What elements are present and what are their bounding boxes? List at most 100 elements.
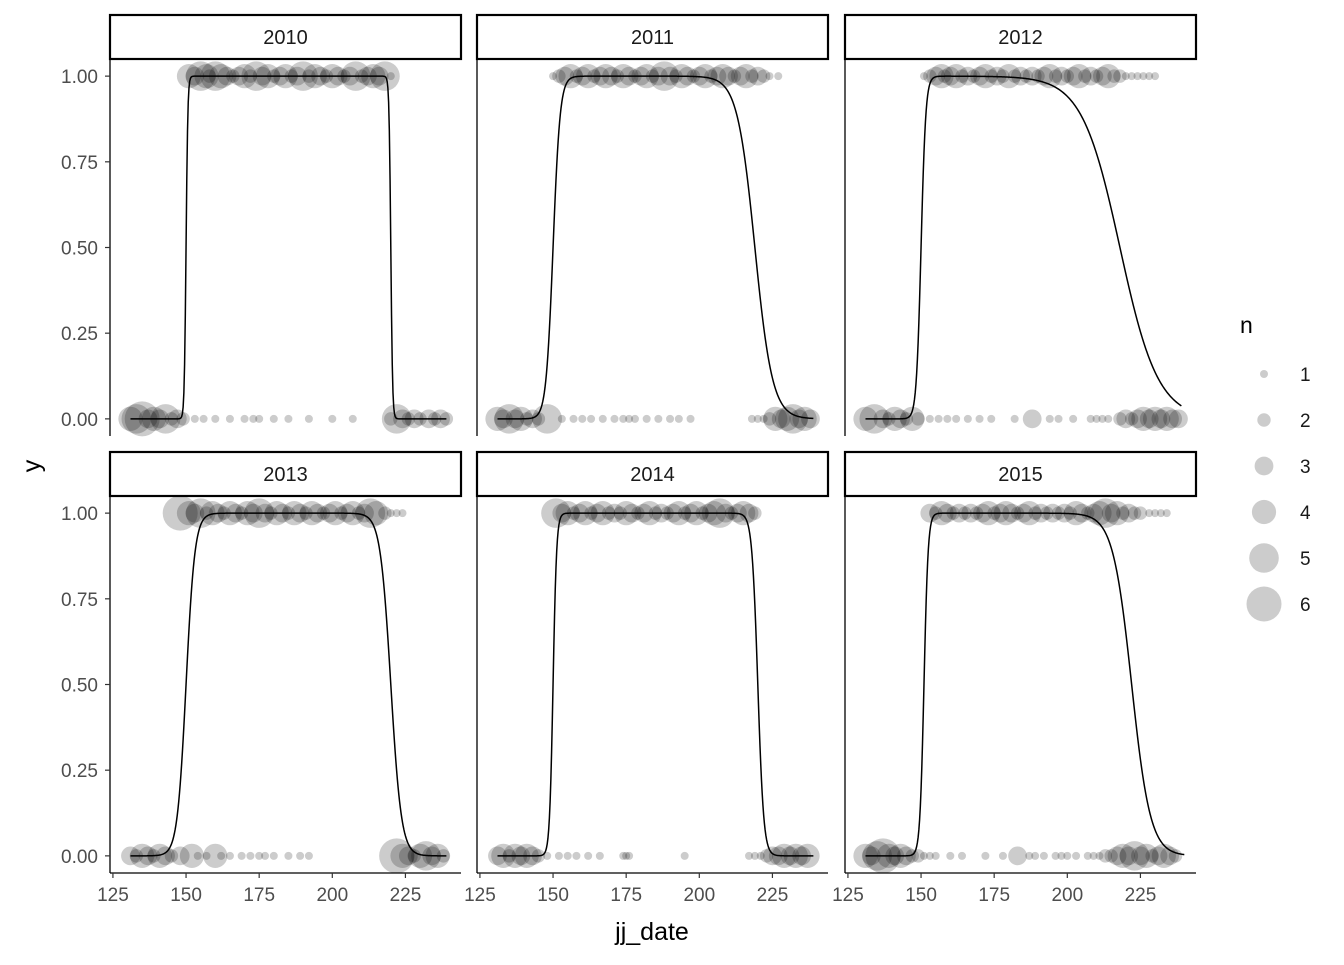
legend-title: n	[1240, 312, 1253, 338]
facet-2014-point	[759, 849, 774, 863]
facet-2015-strip-label: 2015	[998, 464, 1043, 486]
legend-key-2	[1257, 413, 1271, 427]
facet-2012-point	[1093, 66, 1112, 86]
facet-2012-point	[996, 64, 1021, 89]
facet-2015-x-tick-label: 175	[978, 885, 1010, 906]
facet-2015-point	[925, 851, 934, 860]
facet-2013-y-tick-label: 0.75	[61, 590, 98, 611]
facet-2010-point	[304, 414, 313, 423]
facet-2014-point	[563, 851, 572, 860]
facet-2015-x-tick-label: 125	[832, 885, 864, 906]
facet-2015-point	[1107, 846, 1127, 866]
facet-2013-point	[379, 838, 415, 874]
facet-2011-point	[730, 66, 750, 86]
facet-2014-x-tick-label: 225	[757, 885, 789, 906]
facet-2012-point	[1022, 409, 1042, 429]
facet-2013-point	[378, 506, 392, 520]
facet-2010-point	[255, 414, 264, 423]
facet-2013-fitted-curve	[130, 512, 447, 857]
facet-2013-point	[225, 851, 234, 860]
facet-2011-fitted-curve	[497, 75, 814, 420]
facet-2012-point	[925, 414, 934, 423]
facet-2013-y-tick-label: 0.25	[61, 761, 98, 782]
facet-2013-point	[246, 851, 255, 860]
legend-label-2: 2	[1300, 411, 1311, 432]
facet-2015-point	[1039, 851, 1048, 860]
y-axis-title: y	[18, 459, 46, 472]
facet-2011-point	[771, 409, 791, 429]
facet-2013-point	[304, 851, 313, 860]
facet-2012-point	[1124, 412, 1139, 426]
facet-2013-point	[156, 846, 175, 866]
facet-2011-point	[792, 406, 817, 431]
facet-2012-point	[1096, 64, 1121, 89]
legend-label-5: 5	[1300, 549, 1311, 570]
facet-2015-point	[1063, 851, 1072, 860]
facet-2015-point	[1057, 851, 1066, 860]
facet-2014-strip	[475, 450, 830, 498]
facet-2012-point	[1089, 69, 1104, 83]
facet-2012-point	[963, 414, 972, 423]
facet-2013-point	[200, 501, 225, 526]
facet-2010-point	[225, 414, 234, 423]
facet-2015-point	[1063, 501, 1089, 526]
facet-2012-point	[1010, 414, 1019, 423]
facet-2013-point	[284, 851, 293, 860]
facet-2010-point	[386, 72, 395, 81]
facet-2014-point	[745, 851, 754, 860]
facet-2012-point	[1048, 69, 1063, 83]
facet-2013-point	[237, 851, 246, 860]
facet-2013-x-tick-label: 125	[97, 885, 129, 906]
facet-2012-point	[1133, 72, 1142, 81]
facet-2011-point	[531, 412, 546, 426]
facet-2014-point	[584, 851, 593, 860]
facet-2011-point	[666, 414, 675, 423]
facet-2013-point	[407, 843, 433, 868]
facet-2012-point	[1154, 406, 1179, 431]
facet-2013-point	[179, 843, 204, 868]
facet-2015-point	[1145, 509, 1154, 518]
facet-2015-point	[1104, 501, 1130, 526]
facet-2011-point	[598, 414, 607, 423]
facet-2015-point	[1081, 506, 1095, 520]
facet-2012-point	[1145, 72, 1154, 81]
facet-2014-point	[625, 851, 634, 860]
facet-2013-point	[355, 498, 386, 528]
facet-2011-point	[778, 404, 808, 434]
facet-2010-point	[211, 414, 220, 423]
facet-2013-point	[296, 851, 305, 860]
facet-2012-point	[1113, 412, 1127, 426]
facet-2012-point	[1007, 69, 1022, 83]
facet-2012-point	[1151, 72, 1160, 81]
facet-2012-point	[1131, 406, 1156, 431]
facet-2013-point	[202, 851, 211, 860]
facet-2015-point	[1134, 843, 1159, 868]
facet-2015-point	[958, 851, 966, 860]
facet-2015-point	[946, 851, 955, 860]
facet-2015-strip	[843, 450, 1198, 498]
facet-2015-point	[1145, 849, 1159, 863]
facet-2014-point	[619, 851, 628, 860]
facet-2010-point	[284, 414, 293, 423]
facet-2012-point	[1107, 69, 1121, 83]
facet-2012-point	[919, 72, 928, 81]
facet-2013-point	[255, 851, 264, 860]
facet-2012-point	[900, 406, 925, 431]
facet-2014-x-tick-label: 200	[683, 885, 715, 906]
facet-2012-point	[1163, 409, 1182, 429]
facet-2015-point	[1090, 498, 1121, 528]
facet-2011-point	[753, 414, 762, 423]
facet-2012-point	[1092, 414, 1101, 423]
facet-2013-point	[185, 498, 216, 528]
facet-2012-point	[1066, 64, 1092, 89]
facet-2014-point	[748, 506, 762, 520]
facet-2015-point	[919, 851, 928, 860]
facet-2013-y-tick-label: 0.50	[61, 676, 98, 697]
facet-2015-point	[1119, 503, 1139, 523]
facet-2013-point	[407, 849, 421, 863]
facet-2015-point	[1101, 503, 1121, 523]
facet-2013-point	[203, 843, 228, 868]
facet-2014-point	[543, 851, 552, 860]
legend-key-3	[1254, 456, 1274, 476]
facet-2011-point	[748, 66, 768, 86]
